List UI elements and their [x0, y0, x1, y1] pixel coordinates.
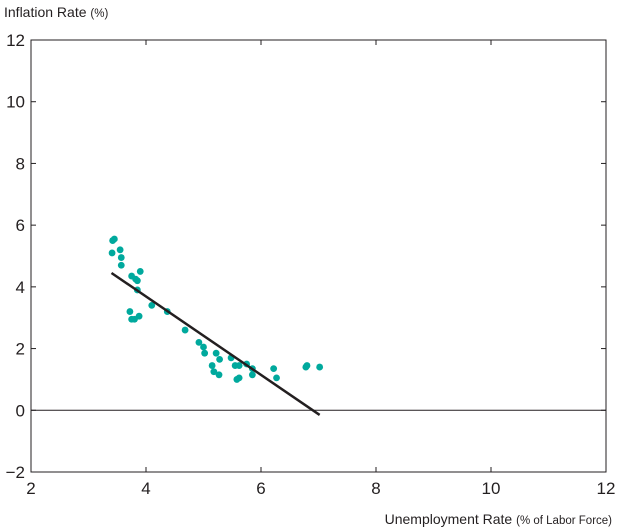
data-point [200, 343, 207, 351]
x-axis-unit: (% of Labor Force) [516, 515, 612, 527]
x-axis-label: Unemployment Rate [384, 511, 513, 527]
data-point [273, 374, 280, 382]
y-tick-label: 4 [16, 278, 25, 297]
data-point [215, 371, 223, 379]
data-point [235, 362, 243, 369]
data-point [201, 349, 209, 357]
data-points [108, 235, 324, 383]
data-point [148, 301, 156, 309]
data-point [195, 339, 203, 346]
axis-ticks: −2 0 2 4 6 8 10 12 2 4 6 8 10 12 [6, 31, 616, 498]
y-tick-label: 6 [16, 216, 25, 235]
x-tick-label: 10 [482, 479, 501, 498]
data-point [109, 237, 117, 244]
data-point [208, 362, 216, 369]
data-point [117, 254, 125, 261]
plot-frame [30, 39, 607, 473]
x-tick-label: 8 [371, 479, 380, 498]
y-tick-label: 2 [16, 340, 25, 359]
y-tick-label: 8 [16, 154, 25, 173]
data-point [132, 275, 140, 283]
data-point [248, 371, 256, 379]
y-axis-unit: (%) [90, 8, 109, 20]
x-tick-label: 4 [141, 479, 150, 498]
data-point [116, 246, 124, 254]
data-point [270, 365, 278, 373]
y-axis-label: Inflation Rate [4, 4, 87, 20]
y-axis-title: Inflation Rate (%) [4, 4, 108, 20]
x-tick-label: 2 [26, 479, 35, 498]
x-tick-label: 6 [256, 479, 265, 498]
y-tick-label: −2 [6, 463, 25, 482]
y-tick-label: 0 [16, 401, 25, 420]
data-point [235, 374, 243, 382]
trend-line [110, 271, 321, 416]
data-point [212, 349, 220, 357]
data-point [108, 249, 116, 257]
data-point [117, 261, 125, 269]
data-point [316, 363, 324, 371]
data-point [210, 368, 218, 376]
data-point [136, 268, 144, 275]
data-point [216, 355, 224, 363]
data-point [303, 362, 311, 369]
x-tick-label: 12 [597, 479, 616, 498]
data-point [181, 326, 189, 334]
x-axis-title: Unemployment Rate (% of Labor Force) [385, 511, 612, 527]
y-tick-label: 12 [6, 31, 25, 50]
y-tick-label: 10 [6, 93, 25, 112]
data-point [128, 315, 136, 323]
data-point [126, 308, 134, 315]
